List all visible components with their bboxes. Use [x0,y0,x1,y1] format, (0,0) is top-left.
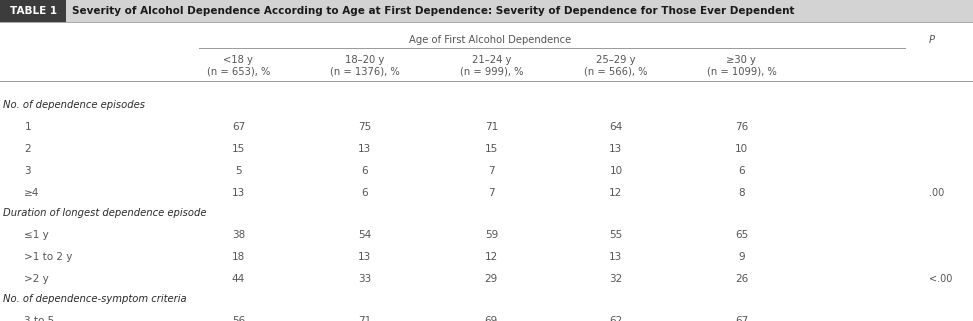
Text: 13: 13 [609,144,623,154]
Text: No. of dependence-symptom criteria: No. of dependence-symptom criteria [3,294,187,304]
Text: 12: 12 [609,188,623,198]
Text: 6: 6 [362,188,368,198]
Text: P: P [929,35,935,45]
Text: Duration of longest dependence episode: Duration of longest dependence episode [3,208,206,218]
Text: (n = 999), %: (n = 999), % [459,67,523,77]
Text: <.00: <.00 [929,274,953,284]
Text: 6: 6 [739,166,744,176]
Text: 12: 12 [485,252,498,262]
Text: 71: 71 [485,122,498,132]
Text: 6: 6 [362,166,368,176]
Text: (n = 1376), %: (n = 1376), % [330,67,400,77]
Text: 65: 65 [735,230,748,240]
Bar [66,0,973,22]
Text: 56: 56 [232,316,245,321]
Text: 76: 76 [735,122,748,132]
Text: 67: 67 [232,122,245,132]
Text: 59: 59 [485,230,498,240]
Text: 2: 2 [24,144,31,154]
Text: 25–29 y: 25–29 y [596,55,635,65]
Text: No. of dependence episodes: No. of dependence episodes [3,100,145,110]
Text: 38: 38 [232,230,245,240]
Text: 18–20 y: 18–20 y [345,55,384,65]
Text: <18 y: <18 y [224,55,253,65]
Text: (n = 1099), %: (n = 1099), % [706,67,776,77]
Text: 1: 1 [24,122,31,132]
Text: 71: 71 [358,316,372,321]
Bar [0,0,66,22]
Text: 13: 13 [232,188,245,198]
Text: 5: 5 [235,166,241,176]
Text: TABLE 1: TABLE 1 [10,6,56,16]
Text: 69: 69 [485,316,498,321]
Text: Age of First Alcohol Dependence: Age of First Alcohol Dependence [409,35,571,45]
Text: 67: 67 [735,316,748,321]
Text: 15: 15 [485,144,498,154]
Text: 75: 75 [358,122,372,132]
Text: 7: 7 [488,166,494,176]
Text: 32: 32 [609,274,623,284]
Text: 33: 33 [358,274,372,284]
Text: ≤1 y: ≤1 y [24,230,49,240]
Text: 10: 10 [609,166,623,176]
Text: >1 to 2 y: >1 to 2 y [24,252,73,262]
Text: 8: 8 [739,188,744,198]
Text: (n = 566), %: (n = 566), % [584,67,648,77]
Text: 26: 26 [735,274,748,284]
Text: ≥4: ≥4 [24,188,40,198]
Text: 3: 3 [24,166,31,176]
Text: 21–24 y: 21–24 y [472,55,511,65]
Text: 62: 62 [609,316,623,321]
Text: 55: 55 [609,230,623,240]
Text: >2 y: >2 y [24,274,49,284]
Text: 15: 15 [232,144,245,154]
Text: 13: 13 [358,144,372,154]
Text: ≥30 y: ≥30 y [727,55,756,65]
Text: 13: 13 [358,252,372,262]
Text: 44: 44 [232,274,245,284]
Text: 64: 64 [609,122,623,132]
Text: 10: 10 [735,144,748,154]
Text: 3 to 5: 3 to 5 [24,316,54,321]
Text: 29: 29 [485,274,498,284]
Text: 7: 7 [488,188,494,198]
Text: (n = 653), %: (n = 653), % [206,67,270,77]
Text: Severity of Alcohol Dependence According to Age at First Dependence: Severity of: Severity of Alcohol Dependence According… [72,6,795,16]
Text: 54: 54 [358,230,372,240]
Text: 18: 18 [232,252,245,262]
Text: 13: 13 [609,252,623,262]
Text: .00: .00 [929,188,945,198]
Text: 9: 9 [739,252,744,262]
